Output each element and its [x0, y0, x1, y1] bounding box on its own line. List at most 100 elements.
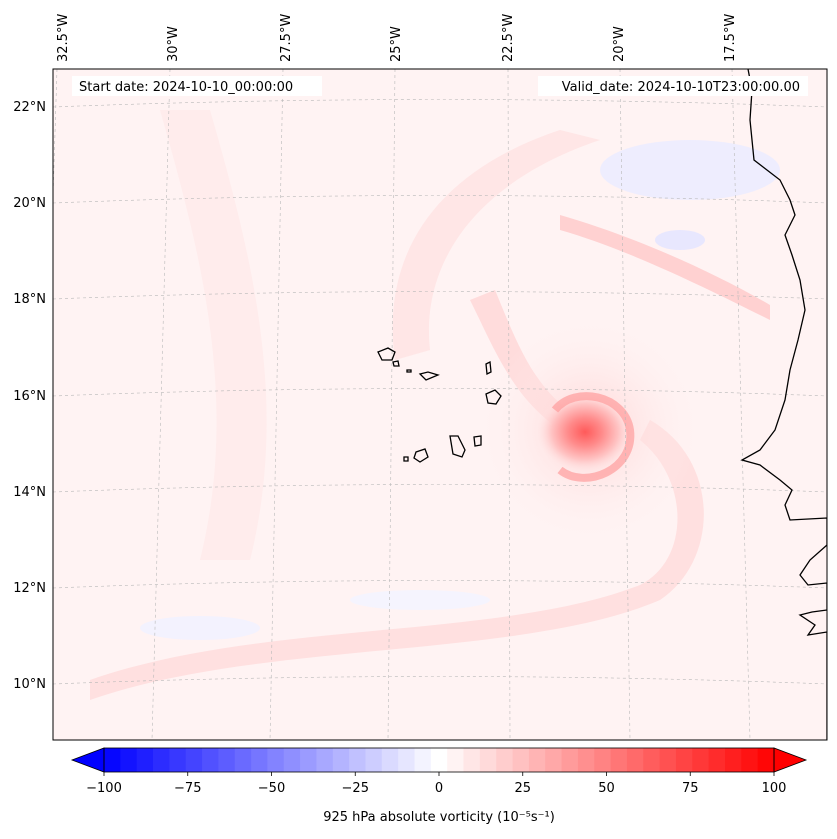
negative-vorticity-patch-east	[655, 230, 705, 250]
colorbar-tick-label: −25	[342, 781, 369, 796]
lon-label-25w: 25°W	[389, 26, 404, 62]
colorbar-cell	[496, 748, 514, 772]
lon-label-17-5w: 17.5°W	[723, 14, 738, 62]
vorticity-band-inner-arc	[470, 290, 610, 450]
lon-label-22-5w: 22.5°W	[501, 14, 516, 62]
island-sao-nicolau	[418, 371, 440, 381]
lat-label-22n: 22°N	[13, 100, 46, 115]
colorbar-cell	[577, 748, 595, 772]
latitude-labels: 22°N 20°N 18°N 16°N 14°N 12°N 10°N	[13, 100, 46, 692]
colorbar-cell	[218, 748, 236, 772]
vortex-spiral-arm	[551, 392, 635, 482]
colorbar-cell	[300, 748, 318, 772]
parallel-18n	[53, 291, 827, 300]
parallel-22n	[53, 99, 827, 108]
colorbar-cell	[741, 748, 759, 772]
colorbar-cell	[692, 748, 710, 772]
start-date-box	[72, 76, 322, 96]
coastline-west-africa	[740, 69, 827, 740]
colorbar-cell	[659, 748, 677, 772]
longitude-labels: 32.5°W 30°W 27.5°W 25°W 22.5°W 20°W 17.5…	[56, 14, 738, 62]
lon-label-20w: 20°W	[612, 26, 627, 62]
negative-vorticity-patch-south	[350, 590, 490, 610]
vorticity-band-south-spiral	[90, 420, 704, 700]
colorbar-cell	[332, 748, 350, 772]
lon-label-30w: 30°W	[166, 26, 181, 62]
colorbar-tick-label: 100	[762, 781, 787, 796]
colorbar: −100 −75 −50 −25 0 25 50 75 100 925 hPa absolute…	[70, 747, 808, 825]
colorbar-cell	[479, 748, 497, 772]
colorbar-cells	[104, 748, 775, 772]
colorbar-tick-label: −100	[86, 781, 122, 796]
colorbar-cell	[610, 748, 628, 772]
colorbar-cell	[594, 748, 612, 772]
colorbar-cell	[626, 748, 644, 772]
lon-label-32-5w: 32.5°W	[56, 14, 71, 62]
colorbar-cell	[120, 748, 138, 772]
colorbar-cell	[185, 748, 203, 772]
colorbar-cell	[251, 748, 269, 772]
vorticity-band-west-arc	[160, 110, 267, 560]
parallel-14n	[53, 484, 827, 493]
meridian-17-5w	[731, 69, 751, 740]
colorbar-cell	[283, 748, 301, 772]
colorbar-cell	[447, 748, 465, 772]
meridian-27-5w	[269, 69, 284, 740]
colorbar-cell	[675, 748, 693, 772]
colorbar-tick-label: 25	[514, 781, 531, 796]
island-santo-antao	[377, 347, 396, 361]
colorbar-cell	[708, 748, 726, 772]
island-sal	[485, 360, 492, 376]
negative-vorticity-patch-southwest	[140, 616, 260, 640]
colorbar-cell	[512, 748, 530, 772]
colorbar-tick-label: −75	[174, 781, 201, 796]
island-sao-vicente	[392, 360, 400, 367]
colorbar-tick-label: 0	[435, 781, 443, 796]
colorbar-cell	[169, 748, 187, 772]
parallel-10n	[53, 676, 827, 685]
colorbar-cell	[267, 748, 285, 772]
colorbar-cell	[528, 748, 546, 772]
parallel-12n	[53, 580, 827, 589]
colorbar-cell	[234, 748, 252, 772]
lat-label-12n: 12°N	[13, 581, 46, 596]
valid-date-label: Valid_date: 2024-10-10T23:00:00.00	[562, 80, 800, 95]
vorticity-band-northeast	[560, 215, 770, 320]
colorbar-extend-min	[70, 747, 105, 773]
colorbar-cell	[202, 748, 219, 772]
meridian-30w	[151, 69, 171, 740]
colorbar-cell	[349, 748, 367, 772]
start-date-label: Start date: 2024-10-10_00:00:00	[79, 80, 293, 95]
meridian-22-5w	[507, 69, 511, 740]
colorbar-ticks: −100 −75 −50 −25 0 25 50 75 100	[86, 772, 786, 796]
colorbar-cell	[414, 748, 432, 772]
map-panel: Start date: 2024-10-10_00:00:00 Valid_da…	[53, 69, 827, 740]
colorbar-cell	[153, 748, 170, 772]
colorbar-cell	[757, 748, 775, 772]
colorbar-cell	[561, 748, 579, 772]
lat-label-10n: 10°N	[13, 677, 46, 692]
island-fogo	[413, 448, 429, 463]
colorbar-tick-label: −50	[258, 781, 285, 796]
vortex-core	[537, 392, 633, 472]
lat-label-16n: 16°N	[13, 389, 46, 404]
lon-label-27-5w: 27.5°W	[279, 14, 294, 62]
meridian-25w	[387, 69, 396, 740]
lat-label-18n: 18°N	[13, 292, 46, 307]
lat-label-20n: 20°N	[13, 196, 46, 211]
meridian-20w	[619, 69, 631, 740]
colorbar-cell	[381, 748, 399, 772]
island-brava	[403, 456, 409, 462]
colorbar-cell	[136, 748, 154, 772]
colorbar-label: 925 hPa absolute vorticity (10⁻⁵s⁻¹)	[323, 810, 555, 825]
colorbar-cell	[724, 748, 742, 772]
island-boa-vista	[485, 389, 502, 405]
colorbar-tick-label: 75	[682, 781, 699, 796]
valid-date-box	[538, 76, 808, 96]
cape-verde-islands	[377, 347, 502, 463]
colorbar-cell	[398, 748, 416, 772]
colorbar-cell	[643, 748, 661, 772]
colorbar-cell	[365, 748, 383, 772]
colorbar-cell	[430, 748, 448, 772]
